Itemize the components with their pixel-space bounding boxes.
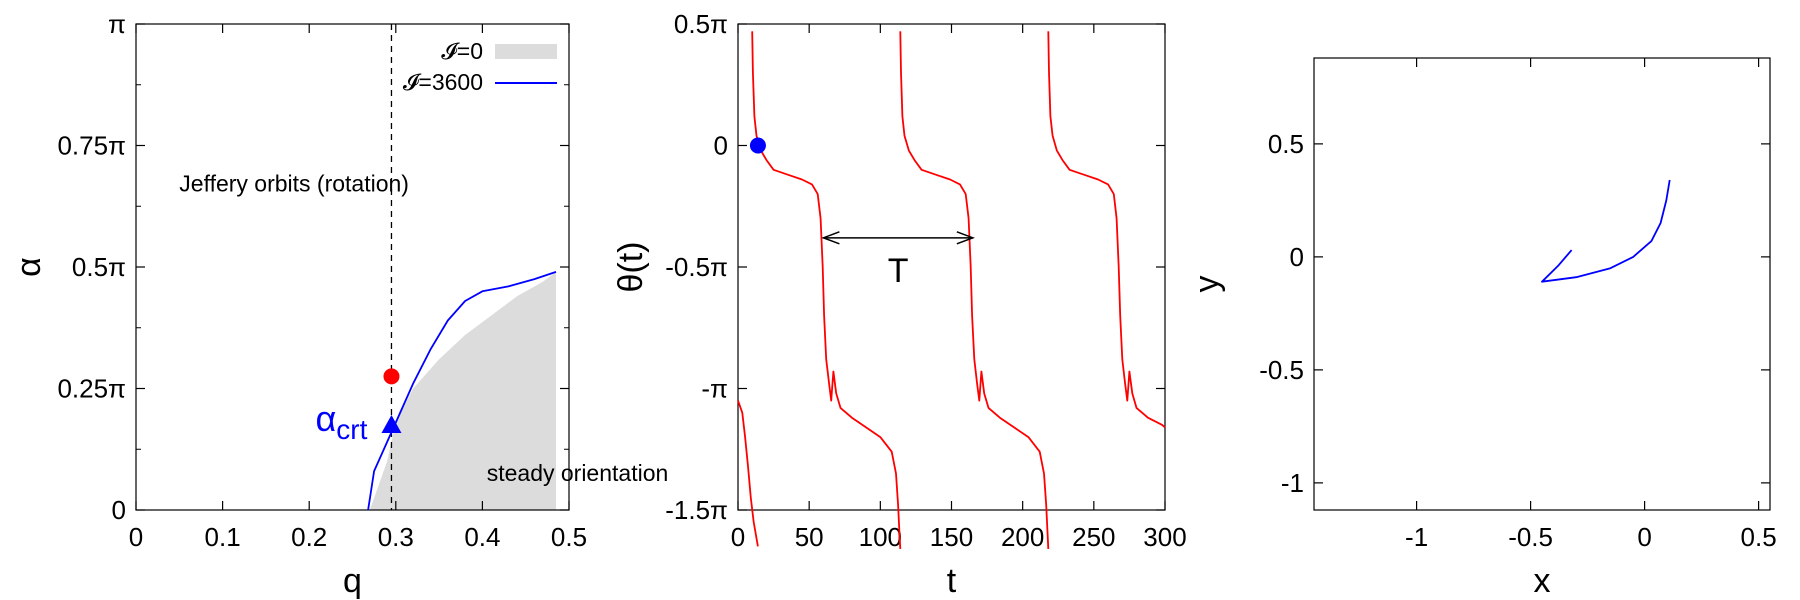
y-tick-label: -1: [1281, 468, 1304, 498]
series-line-1: [751, 31, 902, 549]
panel-trajectory-xy: -1 -0.5 0 0.5 0.5 0 -0.5 -1 x y: [1188, 57, 1777, 600]
x-tick-label: 100: [859, 522, 902, 552]
y-tick-label: -π: [701, 374, 728, 404]
series-line-0: [1541, 179, 1671, 283]
annotation-0: Jeffery orbits (rotation): [179, 171, 409, 197]
y-tick-label: 0.5: [1268, 129, 1304, 159]
period-arrow-right-head: [956, 231, 975, 245]
x-tick-label: 0.1: [205, 522, 241, 552]
y-tick-label: 0.5π: [72, 252, 126, 282]
x-axis-label: q: [343, 562, 362, 600]
y-tick-label: 0: [112, 495, 126, 525]
marker-triangle-1: [381, 414, 402, 433]
x-tick-label: -0.5: [1508, 522, 1553, 552]
x-axis-label: t: [947, 562, 957, 600]
y-tick-label: -1.5π: [665, 495, 728, 525]
x-tick-label: 200: [1001, 522, 1044, 552]
x-tick-label: 250: [1072, 522, 1115, 552]
y-axis-label: θ(t): [612, 242, 650, 293]
series-line-2: [899, 31, 1050, 549]
panel-theta-vs-t: 0 50 100 150 200 250 300 0.5π 0 -0.5π -π -1.5π t θ(t)…: [612, 9, 1187, 600]
x-tick-label: 50: [795, 522, 824, 552]
plot-frame: [1313, 57, 1771, 511]
series-line-1: [367, 271, 557, 511]
y-tick-label: 0.75π: [57, 131, 126, 161]
period-label: T: [888, 252, 909, 290]
x-tick-label: 0.5: [1741, 522, 1777, 552]
legend-label-1: 𝓘=3600: [403, 69, 483, 95]
x-tick-label: 0: [1637, 522, 1651, 552]
legend-swatch-0: [495, 44, 557, 59]
alpha-crt-symbol: α: [315, 398, 336, 439]
x-tick-label: 0.5: [551, 522, 587, 552]
series-area-0: [369, 271, 556, 510]
y-tick-label: -0.5π: [665, 252, 728, 282]
x-tick-label: 150: [930, 522, 973, 552]
plot-frame: [737, 23, 1166, 511]
x-tick-label: -1: [1405, 522, 1428, 552]
y-tick-label: 0: [1290, 242, 1304, 272]
alpha-crt-subscript: crt: [336, 414, 367, 445]
panel-alpha-vs-q: 0 0.1 0.2 0.3 0.4 0.5 0 0.25π 0.5π 0.75π π q α Jeffer…: [10, 9, 668, 600]
x-tick-label: 0.2: [291, 522, 327, 552]
y-axis-label: α: [10, 257, 48, 277]
annotation-1: steady orientation: [487, 460, 669, 486]
series-line-3: [1047, 31, 1166, 429]
x-tick-label: 300: [1143, 522, 1186, 552]
y-axis-label: y: [1188, 276, 1226, 293]
period-arrow-left-head: [821, 231, 840, 245]
y-tick-label: 0.5π: [674, 9, 728, 39]
y-tick-label: -0.5: [1259, 355, 1304, 385]
x-tick-label: 0: [731, 522, 745, 552]
x-tick-label: 0.3: [378, 522, 414, 552]
x-tick-label: 0: [129, 522, 143, 552]
x-tick-label: 0.4: [464, 522, 500, 552]
legend-label-0: 𝓘=0: [441, 38, 483, 64]
marker-circle-0: [383, 368, 400, 385]
y-tick-label: 0.25π: [57, 374, 126, 404]
y-tick-label: π: [108, 9, 126, 39]
y-tick-label: 0: [714, 131, 728, 161]
marker-circle-0: [749, 137, 766, 154]
series-line-0: [737, 400, 759, 547]
alpha-crt-label: αcrt: [315, 398, 367, 445]
x-axis-label: x: [1534, 562, 1551, 600]
